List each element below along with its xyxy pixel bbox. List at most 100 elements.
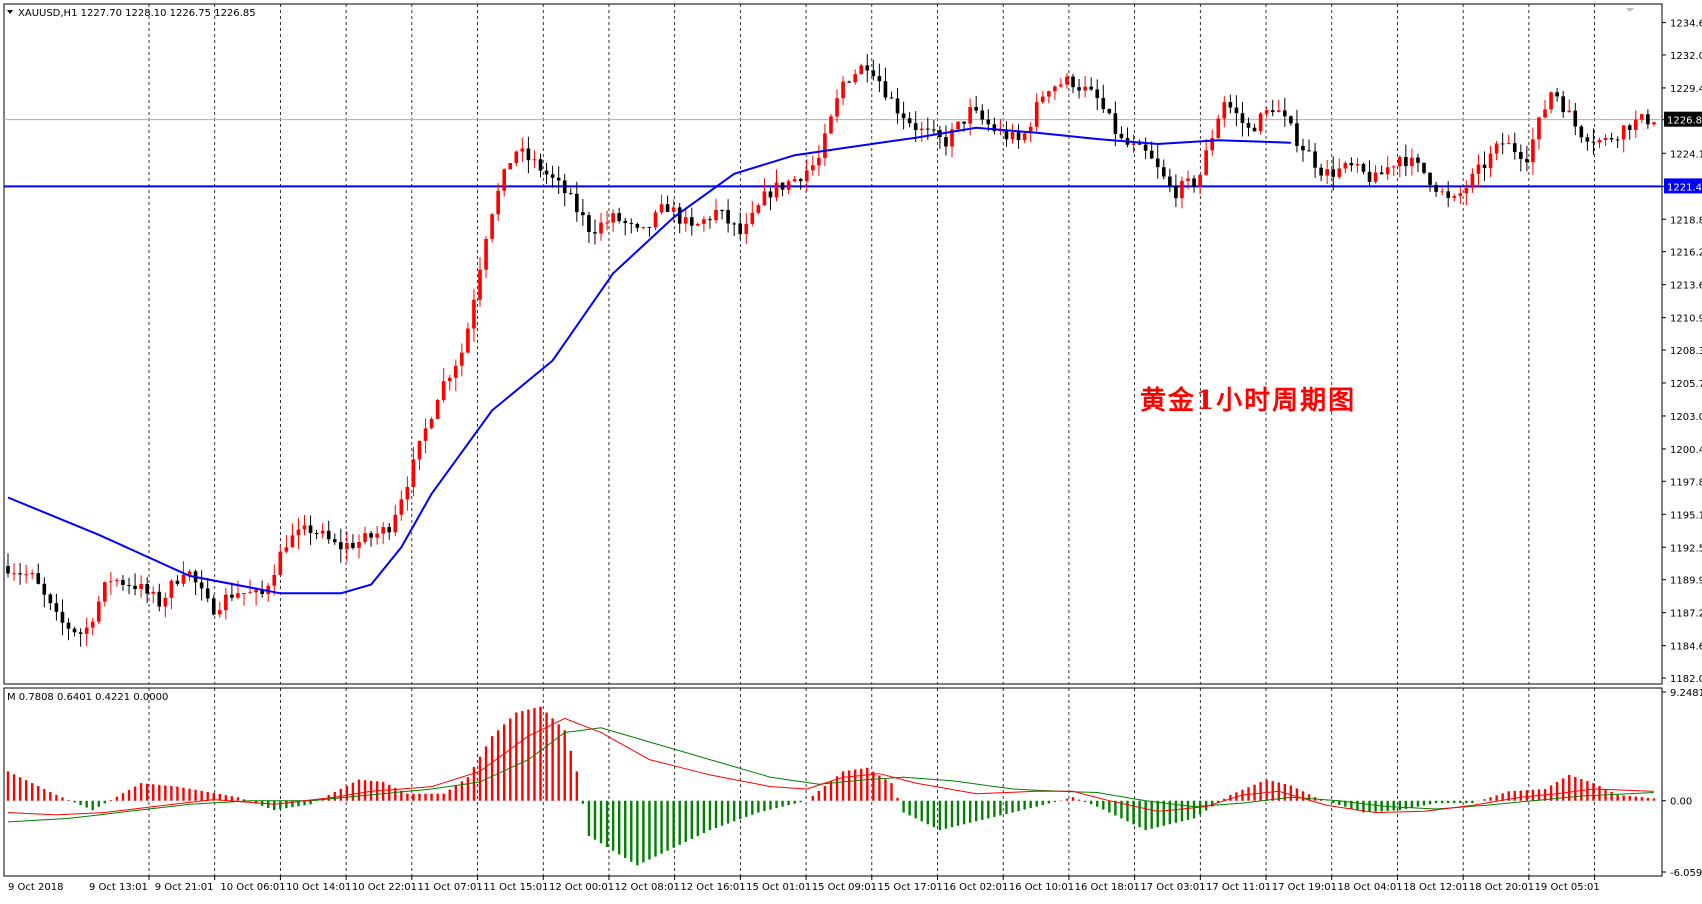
candle-bear xyxy=(1313,151,1317,168)
candle-bull xyxy=(284,547,289,552)
candle-bull xyxy=(429,418,434,429)
candle-bull xyxy=(762,191,767,206)
y-tick-label: 1229.40 xyxy=(1670,84,1702,95)
candle-bear xyxy=(326,530,331,540)
candle-bull xyxy=(1047,91,1051,97)
candle-bear xyxy=(314,533,319,535)
candle-bull xyxy=(1531,139,1535,163)
candle-bear xyxy=(1428,172,1432,185)
candle-bear xyxy=(78,632,83,634)
candle-bear xyxy=(1119,133,1124,139)
candle-bull xyxy=(447,377,452,382)
x-tick-label: 15 Oct 01:01 xyxy=(746,882,811,893)
candle-bear xyxy=(1519,152,1523,159)
candle-bear xyxy=(121,580,125,586)
macd-signal-line-red xyxy=(7,717,1654,816)
candle-bull xyxy=(453,365,458,378)
candle-bull xyxy=(363,533,367,542)
y-tick-label: 1203.05 xyxy=(1670,412,1702,423)
y-tick-label: 1224.15 xyxy=(1670,149,1702,160)
candle-bear xyxy=(871,70,876,77)
candle-bear xyxy=(720,209,724,211)
candle-bull xyxy=(1476,164,1481,174)
x-tick-label: 18 Oct 20:01 xyxy=(1469,882,1534,893)
candle-bull xyxy=(472,299,476,329)
candle-bull xyxy=(1083,86,1087,91)
candle-bear xyxy=(1246,123,1251,128)
candle-bull xyxy=(520,148,525,152)
candle-bear xyxy=(538,159,543,171)
candle-bear xyxy=(230,594,234,598)
candle-bull xyxy=(1198,174,1202,187)
candle-bear xyxy=(72,628,77,633)
candle-bear xyxy=(732,223,736,225)
candle-bull xyxy=(296,529,301,536)
candle-bull xyxy=(466,328,470,353)
candle-bear xyxy=(677,207,682,224)
candle-bear xyxy=(308,525,313,534)
candle-bear xyxy=(593,232,597,234)
x-tick-label: 10 Oct 22:01 xyxy=(352,882,417,893)
chart-annotation-text: 黄金1小时周期图 xyxy=(1140,386,1357,416)
candle-bull xyxy=(441,381,446,401)
candle-bear xyxy=(865,65,870,71)
level-tag-label: 1221.49 xyxy=(1667,182,1702,193)
candle-bear xyxy=(1591,141,1596,143)
candle-bear xyxy=(66,622,71,629)
candle-bull xyxy=(357,541,361,548)
candle-bull xyxy=(829,116,833,134)
candle-bull xyxy=(1204,150,1208,175)
candle-bear xyxy=(708,219,712,221)
candle-bear xyxy=(907,118,912,124)
candle-bull xyxy=(508,163,513,170)
candle-bull xyxy=(224,594,228,611)
candle-bear xyxy=(387,527,392,533)
y-tick-label: 1187.25 xyxy=(1670,609,1702,620)
level-tag xyxy=(1664,178,1702,194)
candle-bear xyxy=(1174,186,1178,199)
candle-bear xyxy=(332,539,337,543)
candle-bear xyxy=(1137,143,1142,145)
candle-bull xyxy=(841,81,845,99)
candle-bull xyxy=(1022,133,1027,141)
candle-bear xyxy=(847,81,851,83)
candle-bull xyxy=(599,222,603,234)
candle-bear xyxy=(1168,176,1172,187)
candle-bull xyxy=(1053,86,1057,92)
candle-bear xyxy=(980,110,985,120)
candle-bull xyxy=(151,591,156,594)
candle-bear xyxy=(768,191,773,198)
candle-bull xyxy=(702,219,706,224)
candle-bull xyxy=(163,597,168,607)
macd-y-tick-label: 9.2481 xyxy=(1670,688,1702,699)
candle-bull xyxy=(811,165,815,171)
candle-bull xyxy=(774,182,779,198)
y-tick-label: 1195.15 xyxy=(1670,510,1702,521)
x-tick-label: 10 Oct 14:01 xyxy=(286,882,351,893)
candle-bear xyxy=(1555,92,1559,97)
candle-bull xyxy=(1028,126,1033,134)
candle-bear xyxy=(526,148,531,161)
candle-bear xyxy=(1512,143,1517,153)
candle-bear xyxy=(623,220,628,224)
candle-bull xyxy=(1652,122,1656,125)
moving-average-line xyxy=(7,126,1291,595)
candle-bear xyxy=(1609,138,1614,140)
candle-bear xyxy=(1561,96,1565,113)
y-tick-label: 1218.85 xyxy=(1670,215,1702,226)
x-tick-label: 18 Oct 12:01 xyxy=(1403,882,1468,893)
candle-bear xyxy=(1379,172,1384,175)
candle-bear xyxy=(1289,116,1293,124)
candle-bear xyxy=(1252,127,1257,132)
candle-bear xyxy=(587,215,591,233)
macd-pane-frame xyxy=(3,687,1663,877)
x-tick-label: 17 Oct 11:01 xyxy=(1206,882,1271,893)
candle-bear xyxy=(127,585,131,587)
y-tick-label: 1216.25 xyxy=(1670,248,1702,259)
candle-bull xyxy=(804,170,809,182)
candle-bull xyxy=(320,530,325,534)
candle-bear xyxy=(635,224,640,228)
chart-shift-marker-icon xyxy=(1626,8,1634,12)
